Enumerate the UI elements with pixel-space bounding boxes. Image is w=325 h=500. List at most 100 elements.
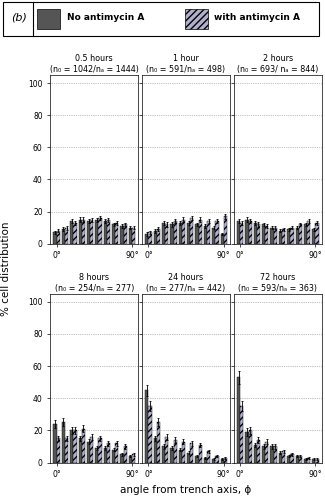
Bar (290, 228, 293, 244)
Bar (90, 437, 93, 462)
Bar (282, 451, 285, 462)
Bar (212, 460, 215, 462)
Bar (145, 234, 149, 243)
Title: 1 hour
(n₀ = 591/nₐ = 498): 1 hour (n₀ = 591/nₐ = 498) (147, 54, 226, 74)
Bar (224, 216, 227, 244)
Bar (170, 224, 174, 244)
Bar (54, 424, 57, 463)
Bar (82, 428, 85, 462)
Bar (154, 438, 157, 462)
Bar (304, 224, 307, 244)
Bar (249, 430, 252, 462)
Bar (190, 218, 193, 244)
Bar (187, 453, 190, 462)
Bar (204, 458, 207, 462)
Bar (182, 220, 185, 244)
Bar (199, 220, 202, 244)
Bar (132, 228, 135, 244)
Bar (98, 438, 102, 462)
Bar (57, 438, 60, 462)
Bar (65, 438, 68, 462)
Bar (316, 460, 318, 462)
Bar (215, 221, 218, 244)
Bar (245, 220, 249, 244)
Bar (87, 442, 90, 462)
Bar (274, 446, 277, 462)
Bar (73, 223, 77, 244)
Bar (107, 220, 110, 244)
Text: % cell distribution: % cell distribution (2, 222, 11, 316)
Bar (112, 450, 115, 462)
Bar (295, 456, 299, 462)
Bar (221, 234, 224, 243)
Bar (299, 456, 302, 462)
Bar (304, 460, 307, 462)
Bar (265, 226, 268, 244)
Bar (215, 456, 218, 462)
Bar (237, 378, 240, 462)
Text: angle from trench axis, ϕ: angle from trench axis, ϕ (121, 485, 252, 495)
Bar (162, 446, 165, 462)
Bar (95, 220, 98, 244)
Bar (240, 223, 243, 244)
Bar (254, 445, 257, 462)
Bar (157, 422, 160, 463)
Bar (179, 450, 182, 462)
Bar (249, 221, 252, 244)
Bar (62, 230, 65, 243)
Bar (129, 228, 132, 244)
Bar (257, 440, 260, 462)
Bar (290, 454, 293, 462)
Bar (257, 224, 260, 244)
Bar (199, 445, 202, 462)
Bar (295, 228, 299, 244)
Bar (165, 437, 168, 462)
Bar (287, 456, 290, 462)
Bar (279, 453, 282, 462)
Bar (195, 456, 199, 462)
Bar (157, 230, 160, 243)
Bar (207, 221, 210, 244)
Bar (240, 406, 243, 462)
Bar (120, 454, 124, 462)
Bar (195, 224, 199, 244)
Bar (262, 224, 265, 244)
Bar (149, 406, 151, 462)
Bar (262, 446, 265, 462)
Bar (182, 442, 185, 462)
Bar (299, 224, 302, 244)
Bar (254, 223, 257, 244)
Bar (270, 446, 274, 462)
Bar (245, 432, 249, 462)
Bar (174, 221, 177, 244)
Bar (90, 220, 93, 244)
Bar (165, 224, 168, 244)
Bar (145, 390, 149, 462)
Bar (221, 460, 224, 462)
Bar (162, 223, 165, 244)
Bar (79, 220, 82, 244)
Bar (65, 228, 68, 244)
Bar (307, 458, 310, 462)
Bar (212, 228, 215, 244)
Bar (279, 231, 282, 243)
Bar (312, 460, 316, 462)
Bar (224, 458, 227, 462)
Bar (112, 224, 115, 244)
Bar (62, 422, 65, 463)
Bar (132, 454, 135, 462)
Text: (b): (b) (11, 13, 27, 23)
Bar (70, 221, 73, 244)
Bar (98, 218, 102, 244)
FancyBboxPatch shape (37, 8, 60, 29)
Bar (287, 230, 290, 243)
Text: with antimycin A: with antimycin A (214, 14, 301, 22)
Bar (115, 223, 118, 244)
Bar (115, 443, 118, 462)
Bar (190, 443, 193, 462)
Bar (179, 223, 182, 244)
Bar (274, 228, 277, 244)
Bar (95, 448, 98, 462)
Bar (312, 230, 316, 243)
Bar (124, 446, 127, 462)
